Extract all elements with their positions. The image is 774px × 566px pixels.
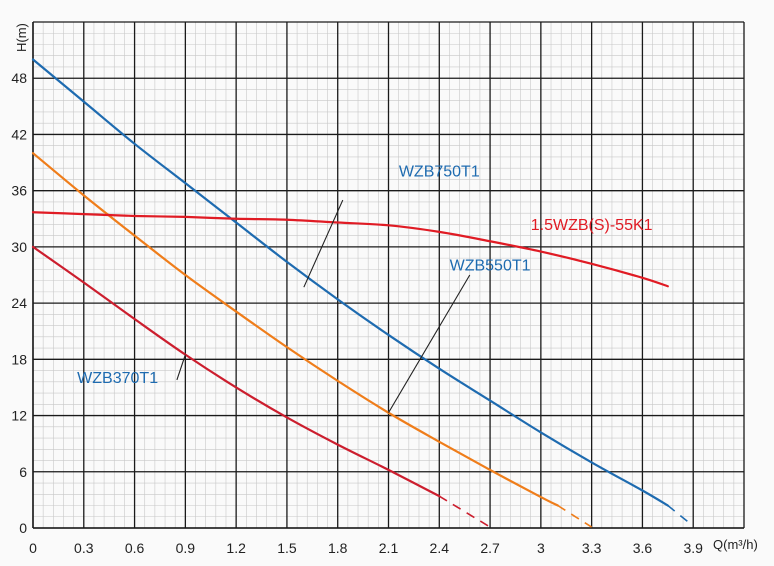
y-tick-label: 24	[11, 295, 27, 311]
x-tick-label: 3.3	[582, 540, 602, 556]
series-dashed-wzb370t1	[438, 495, 491, 528]
x-tick-label: 1.8	[328, 540, 348, 556]
series-line-wzb750t1	[31, 58, 669, 507]
series-label-1-5wzb-s-55k1: 1.5WZB(S)-55K1	[531, 217, 653, 234]
leader-line-wzb750t1	[303, 199, 344, 288]
y-tick-label: 12	[11, 408, 27, 424]
x-tick-label: 0.9	[176, 540, 196, 556]
x-tick-label: 2.7	[480, 540, 500, 556]
y-axis-title: H(m)	[14, 23, 29, 52]
series-label-wzb370t1: WZB370T1	[77, 370, 158, 387]
x-tick-label: 0.3	[74, 540, 94, 556]
series-labels: WZB750T1 WZB550T1 WZB370T1 1.5WZB(S)-55K1	[77, 164, 652, 387]
series-label-wzb750t1: WZB750T1	[399, 164, 480, 181]
series-dashed-wzb550t1	[557, 504, 593, 528]
y-tick-label: 0	[19, 520, 27, 536]
y-tick-label: 18	[11, 351, 27, 367]
x-tick-label: 0.6	[125, 540, 145, 556]
y-tick-label: 42	[11, 126, 27, 142]
x-tick-label: 1.2	[226, 540, 246, 556]
pump-curves	[31, 58, 691, 528]
x-tick-label: 0	[29, 540, 37, 556]
y-tick-label: 48	[11, 70, 27, 86]
x-axis-title: Q(m³/h)	[713, 537, 758, 552]
y-tick-label: 36	[11, 183, 27, 199]
series-line-wzb550t1	[31, 152, 559, 507]
leader-line-wzb370t1	[176, 354, 186, 381]
x-tick-label: 3.6	[633, 540, 653, 556]
label-leader-lines	[176, 199, 471, 414]
x-tick-label: 2.1	[379, 540, 399, 556]
y-tick-label: 6	[19, 464, 27, 480]
x-tick-label: 1.5	[277, 540, 297, 556]
x-tick-label: 2.4	[430, 540, 450, 556]
series-line-wzb370t1	[31, 245, 441, 498]
series-line-1-5wzb-s-55k1	[31, 211, 669, 288]
series-dashed-wzb750t1	[667, 504, 691, 524]
major-grid	[32, 21, 745, 529]
series-label-wzb550t1: WZB550T1	[450, 257, 531, 274]
y-tick-labels: 0 6 12 18 24 30 36 42 48	[11, 70, 27, 536]
x-tick-label: 3	[537, 540, 545, 556]
x-tick-labels: 0 0.3 0.6 0.9 1.2 1.5 1.8 2.1 2.4 2.7 3 3.3 3.6 3.9	[29, 540, 703, 556]
x-tick-label: 3.9	[683, 540, 703, 556]
leader-line-wzb550t1	[388, 274, 471, 414]
y-tick-label: 30	[11, 239, 27, 255]
